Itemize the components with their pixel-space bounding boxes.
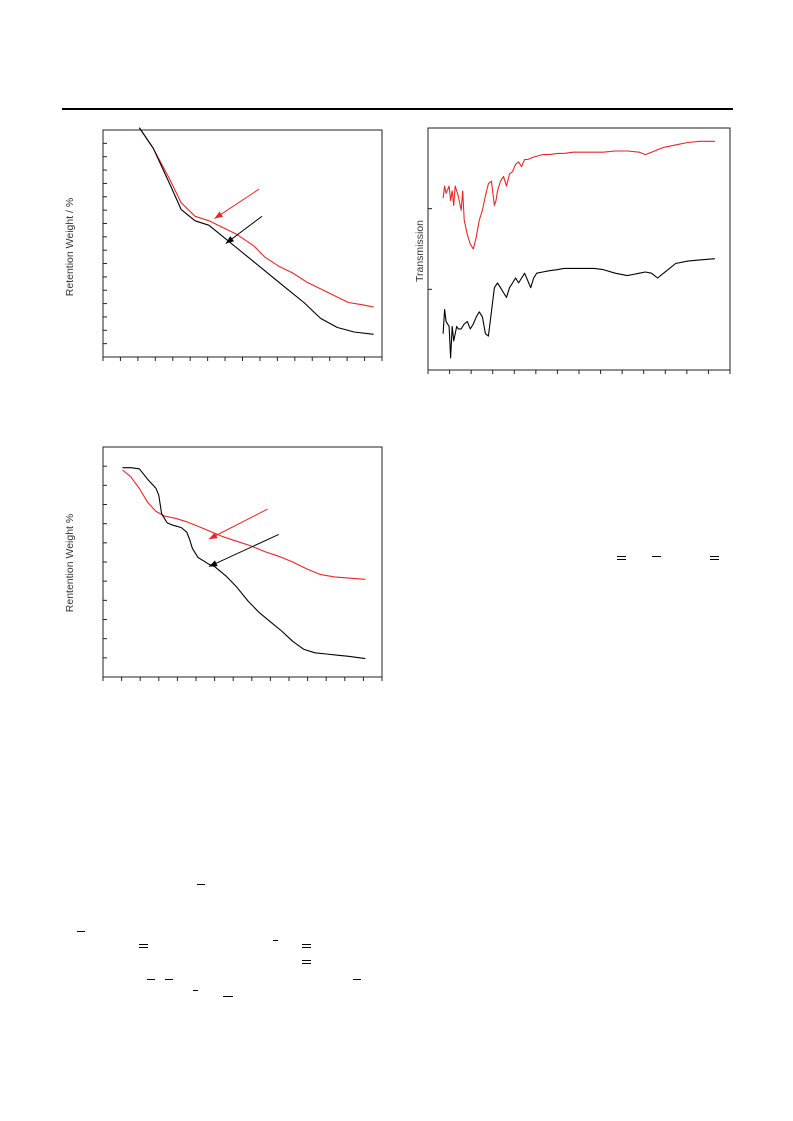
y-axis-label: Transmission [414, 220, 426, 282]
series-line-1 [122, 469, 366, 580]
y-axis-label: Rentention Weight % [64, 514, 76, 612]
annotation-arrow-1 [208, 508, 268, 540]
glyph-dash [710, 559, 719, 560]
glyph-dash [353, 979, 361, 980]
glyph-dash [302, 960, 311, 961]
arrow-group [214, 188, 263, 244]
annotation-arrow-2 [208, 533, 279, 568]
series-group [122, 467, 366, 660]
x-ticks [102, 677, 383, 681]
glyph-dash [273, 940, 278, 941]
arrow-head-1 [214, 211, 224, 219]
y-axis-label: Retention Weight / % [64, 198, 76, 296]
arrow-head-2 [225, 236, 235, 244]
ftir-svg: Transmission [414, 127, 731, 374]
glyph-dash [302, 947, 311, 948]
header-rule [62, 108, 733, 110]
tga-2-svg: Rentention Weight % [64, 446, 383, 681]
glyph-dash [302, 963, 311, 964]
arrow-head-2 [209, 560, 218, 567]
x-ticks [427, 370, 731, 374]
glyph-dash [223, 996, 233, 997]
glyph-dash [139, 947, 148, 948]
series-line-2 [122, 467, 366, 660]
chart-tga-rentention-weight: Rentention Weight % [62, 443, 392, 683]
y-ticks [103, 129, 107, 358]
series-line-1 [442, 140, 715, 250]
arrow-head-1 [209, 532, 218, 539]
glyph-dash [710, 556, 719, 557]
glyph-dash [193, 990, 198, 991]
glyph-dash [302, 944, 311, 945]
plot-frame [102, 446, 383, 678]
series-line-1 [138, 127, 374, 308]
series-group [442, 140, 715, 359]
arrow-group [208, 508, 279, 568]
y-ticks [103, 446, 107, 678]
x-ticks [102, 357, 383, 361]
glyph-dash [652, 556, 661, 557]
series-line-2 [442, 258, 715, 359]
y-ticks [428, 127, 432, 371]
chart-tga-retention-weight: Retention Weight / % [62, 125, 392, 375]
annotation-arrow-1 [214, 188, 260, 219]
glyph-dash [77, 931, 85, 932]
glyph-dash [617, 559, 626, 560]
tga-1-svg: Retention Weight / % [64, 127, 383, 361]
glyph-dash [147, 979, 155, 980]
series-line-2 [138, 127, 374, 335]
glyph-dash [197, 884, 205, 885]
glyph-dash [165, 979, 173, 980]
glyph-dash [617, 556, 626, 557]
plot-frame [102, 129, 383, 358]
chart-ftir-transmission: Transmission [404, 124, 734, 376]
series-group [138, 127, 374, 335]
glyph-dash [139, 944, 148, 945]
